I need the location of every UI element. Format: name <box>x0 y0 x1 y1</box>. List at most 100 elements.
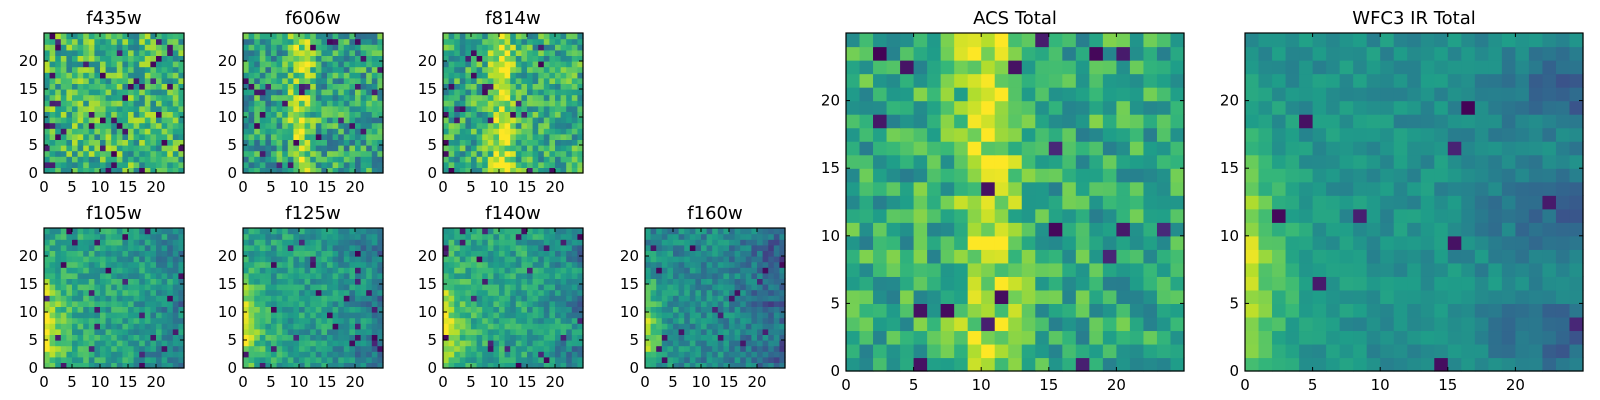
heatmap-cell <box>248 105 255 112</box>
heatmap-cell <box>105 139 112 146</box>
heatmap-cell <box>900 316 915 332</box>
heatmap-cell <box>515 117 522 124</box>
heatmap-cell <box>538 267 545 274</box>
heatmap-cell <box>304 156 311 163</box>
heatmap-cell <box>1021 154 1036 169</box>
heatmap-cell <box>1062 127 1077 142</box>
heatmap-cell <box>454 334 461 341</box>
heatmap-cell <box>360 340 367 347</box>
heatmap-cell <box>510 239 517 246</box>
heatmap-cell <box>471 33 478 40</box>
heatmap-cell <box>504 150 511 157</box>
heatmap-cell <box>332 295 339 302</box>
heatmap-cell <box>144 100 151 107</box>
heatmap-cell <box>499 244 506 251</box>
heatmap-cell <box>499 77 506 84</box>
heatmap-cell <box>571 49 578 56</box>
heatmap-cell <box>521 89 528 96</box>
heatmap-cell <box>161 272 168 279</box>
heatmap-cell <box>1021 46 1036 61</box>
heatmap-cell <box>1143 222 1158 237</box>
heatmap-cell <box>499 345 506 352</box>
heatmap-cell <box>555 49 562 56</box>
heatmap-cell <box>94 139 101 146</box>
heatmap-cell <box>72 161 79 168</box>
heatmap-cell <box>271 250 278 257</box>
heatmap-cell <box>293 306 300 313</box>
heatmap-cells <box>44 33 185 174</box>
heatmap-cell <box>471 284 478 291</box>
heatmap-cell <box>44 323 51 330</box>
heatmap-cell <box>1062 195 1077 210</box>
heatmap-cell <box>83 161 90 168</box>
heatmap-cell <box>859 235 874 250</box>
heatmap-cell <box>282 272 289 279</box>
heatmap-cell <box>566 167 573 174</box>
x-tick-label: 20 <box>1107 376 1126 394</box>
heatmap-cell <box>515 228 522 235</box>
heatmap-cell <box>116 55 123 62</box>
heatmap-cell <box>94 328 101 335</box>
heatmap-cell <box>729 323 736 330</box>
heatmap-cell <box>150 61 157 68</box>
heatmap-cell <box>72 61 79 68</box>
heatmap-cell <box>734 312 741 319</box>
heatmap-cell <box>482 228 489 235</box>
heatmap-cell <box>900 141 915 156</box>
heatmap-cell <box>55 250 62 257</box>
heatmap-cell <box>701 295 708 302</box>
heatmap-cell <box>1170 316 1185 332</box>
heatmap-cell <box>673 295 680 302</box>
heatmap-cell <box>271 145 278 152</box>
heatmap-cell <box>243 351 250 358</box>
heatmap-cell <box>144 228 151 235</box>
heatmap-cell <box>549 272 556 279</box>
heatmap-cell <box>139 83 146 90</box>
heatmap-cell <box>371 77 378 84</box>
heatmap-cell <box>994 289 1009 304</box>
heatmap-cell <box>695 284 702 291</box>
heatmap-cell <box>571 133 578 140</box>
heatmap-cell <box>994 195 1009 210</box>
heatmap-cell <box>459 128 466 135</box>
heatmap-cell <box>321 77 328 84</box>
heatmap-cell <box>454 44 461 51</box>
heatmap-cell <box>248 128 255 135</box>
heatmap-cell <box>1035 73 1050 88</box>
heatmap-cell <box>555 267 562 274</box>
heatmap-cell <box>72 351 79 358</box>
heatmap-cell <box>83 44 90 51</box>
heatmap-cell <box>471 328 478 335</box>
heatmap-cell <box>304 61 311 68</box>
x-tick-label: 10 <box>489 373 508 391</box>
heatmap-cell <box>83 167 90 174</box>
heatmap-cell <box>122 261 129 268</box>
heatmap-cell <box>571 261 578 268</box>
heatmap-cell <box>94 61 101 68</box>
heatmap-cell <box>178 72 185 79</box>
heatmap-cell <box>499 145 506 152</box>
heatmap-cell <box>1143 343 1158 359</box>
heatmap-cell <box>72 295 79 302</box>
heatmap-cell <box>172 244 179 251</box>
heatmap-cell <box>83 323 90 330</box>
heatmap-cell <box>515 278 522 285</box>
chart-title: f160w <box>687 203 742 224</box>
heatmap-cell <box>287 111 294 118</box>
heatmap-cell <box>465 340 472 347</box>
heatmap-cell <box>172 72 179 79</box>
heatmap-cell <box>150 55 157 62</box>
heatmap-cell <box>571 345 578 352</box>
heatmap-cell <box>1102 222 1117 237</box>
heatmap-cell <box>459 239 466 246</box>
heatmap-cell <box>371 289 378 296</box>
heatmap-cell <box>1048 168 1063 183</box>
heatmap-cell <box>259 111 266 118</box>
heatmap-cell <box>493 228 500 235</box>
heatmap-cell <box>371 239 378 246</box>
heatmap-cell <box>128 300 135 307</box>
heatmap-cell <box>377 111 384 118</box>
heatmap-cell <box>645 317 652 324</box>
heatmap-cell <box>549 122 556 129</box>
heatmap-cell <box>111 250 118 257</box>
